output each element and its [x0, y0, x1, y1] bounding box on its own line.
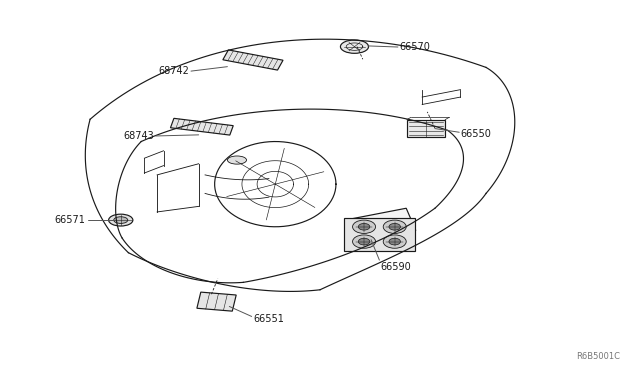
Text: 66590: 66590: [381, 262, 412, 272]
Circle shape: [353, 220, 376, 234]
Text: 66571: 66571: [55, 215, 86, 225]
Circle shape: [389, 238, 401, 245]
Text: 68743: 68743: [124, 131, 154, 141]
Text: R6B5001C: R6B5001C: [576, 352, 620, 361]
Ellipse shape: [227, 156, 246, 164]
Circle shape: [358, 224, 370, 230]
Polygon shape: [349, 208, 416, 241]
Circle shape: [383, 235, 406, 248]
Circle shape: [383, 220, 406, 234]
Polygon shape: [197, 292, 236, 311]
Text: 66570: 66570: [400, 42, 431, 52]
Text: 66550: 66550: [461, 129, 492, 139]
Polygon shape: [344, 218, 415, 251]
Ellipse shape: [114, 217, 128, 224]
Ellipse shape: [340, 40, 369, 53]
Polygon shape: [407, 120, 445, 137]
Polygon shape: [170, 118, 233, 135]
Text: 66551: 66551: [253, 314, 284, 324]
Circle shape: [358, 238, 370, 245]
Polygon shape: [223, 50, 283, 70]
Text: 68742: 68742: [158, 66, 189, 76]
Circle shape: [353, 235, 376, 248]
Circle shape: [389, 224, 401, 230]
Ellipse shape: [109, 214, 133, 226]
